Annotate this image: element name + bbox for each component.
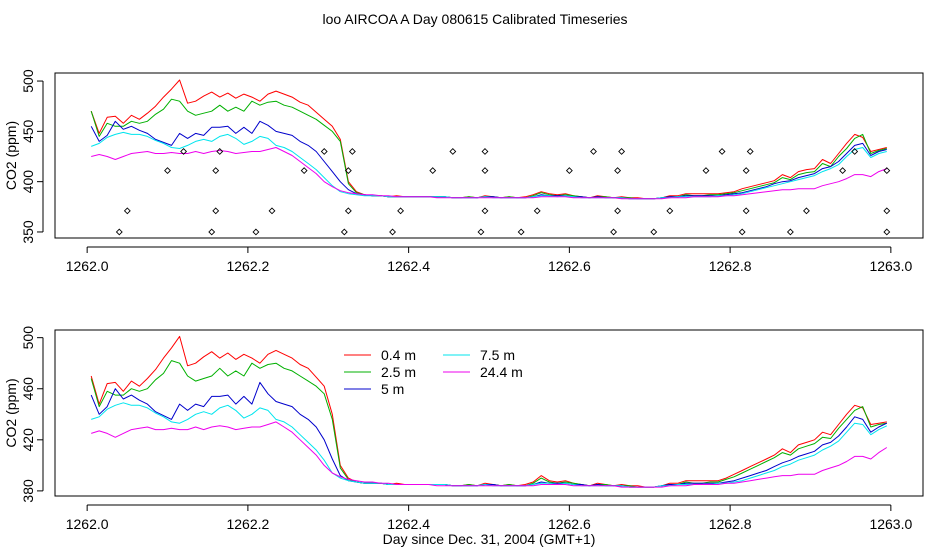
diamond-marker bbox=[618, 148, 626, 155]
diamond-marker bbox=[300, 167, 308, 175]
legend-label: 5 m bbox=[381, 381, 404, 397]
diamond-marker bbox=[481, 148, 489, 155]
diamond-marker bbox=[533, 207, 541, 215]
diamond-marker bbox=[208, 228, 216, 236]
diamond-marker bbox=[742, 207, 750, 215]
diamond-marker bbox=[115, 228, 123, 236]
diamond-marker bbox=[883, 207, 891, 215]
x-axis-label: Day since Dec. 31, 2004 (GMT+1) bbox=[383, 531, 596, 547]
x-tick-label: 1262.8 bbox=[709, 516, 752, 532]
legend-label: 2.5 m bbox=[381, 364, 416, 380]
chart-top: 1262.0 1262.2 1262.4 1262.6 1262.8 1263.0 Day … bbox=[3, 69, 924, 275]
diamond-marker bbox=[742, 167, 750, 175]
diamond-marker bbox=[565, 167, 573, 175]
diamond-marker bbox=[344, 207, 352, 215]
diamond-marker bbox=[718, 148, 726, 155]
diamond-marker bbox=[216, 148, 224, 155]
x-tick-label: 1262.0 bbox=[66, 258, 109, 274]
x-tick-label: 1262.8 bbox=[709, 258, 752, 274]
diamond-marker bbox=[517, 228, 525, 236]
diamond-marker bbox=[481, 207, 489, 215]
diamond-marker bbox=[614, 207, 622, 215]
diamond-marker bbox=[738, 228, 746, 236]
diamond-marker bbox=[268, 207, 276, 215]
x-tick-label: 1262.4 bbox=[387, 258, 430, 274]
diamond-marker bbox=[746, 148, 754, 155]
diamond-marker bbox=[320, 148, 328, 155]
plot-frame bbox=[54, 329, 924, 497]
diamond-marker bbox=[180, 148, 188, 155]
diamond-marker bbox=[803, 207, 810, 215]
x-tick-label: 1262.6 bbox=[548, 258, 591, 274]
diamond-marker bbox=[481, 167, 489, 175]
diamond-marker bbox=[340, 228, 348, 236]
diamond-marker bbox=[702, 167, 710, 175]
x-tick-label: 1263.0 bbox=[869, 258, 912, 274]
x-tick-label: 1262.2 bbox=[226, 258, 269, 274]
diamond-marker bbox=[123, 207, 131, 215]
series-line-7-5-m bbox=[91, 131, 887, 200]
series-line-0-4-m bbox=[90, 335, 887, 488]
diamond-marker bbox=[389, 228, 396, 236]
diamond-marker bbox=[397, 207, 405, 215]
diamond-marker bbox=[610, 228, 618, 236]
chart-bottom: 1262.0 1262.2 1262.4 1262.6 1262.8 1263.0 Day … bbox=[3, 326, 924, 547]
y-tick-label: 500 bbox=[20, 326, 36, 350]
series-line-5-m bbox=[90, 381, 888, 488]
diamond-marker bbox=[429, 167, 437, 175]
series-line-7-5-m bbox=[91, 402, 888, 488]
diamond-marker bbox=[786, 228, 794, 236]
chart-title: loo AIRCOA A Day 080615 Calibrated Times… bbox=[322, 11, 628, 27]
plot-frame bbox=[54, 72, 924, 239]
diamond-marker bbox=[348, 148, 356, 155]
diamond-marker bbox=[650, 228, 658, 236]
diamond-marker bbox=[851, 148, 859, 155]
x-tick-label: 1262.2 bbox=[226, 516, 269, 532]
diamond-marker bbox=[666, 207, 674, 215]
y-tick-label: 350 bbox=[20, 220, 36, 244]
diamond-marker bbox=[252, 228, 260, 236]
legend-label: 0.4 m bbox=[381, 347, 416, 363]
y-tick-label: 420 bbox=[20, 428, 36, 452]
y-tick-label: 400 bbox=[20, 170, 36, 194]
series-line-0-4-m bbox=[90, 79, 887, 200]
diamond-marker bbox=[614, 167, 622, 175]
diamond-marker bbox=[590, 148, 597, 155]
y-axis-label: CO2 (ppm) bbox=[3, 121, 19, 190]
y-tick-label: 380 bbox=[20, 479, 36, 503]
x-tick-label: 1262.0 bbox=[66, 516, 109, 532]
diamond-marker bbox=[883, 167, 891, 175]
diamond-marker bbox=[839, 167, 847, 175]
x-tick-label: 1262.6 bbox=[548, 516, 591, 532]
y-tick-label: 450 bbox=[20, 119, 36, 143]
y-tick-label: 460 bbox=[20, 377, 36, 401]
diamond-marker bbox=[477, 228, 485, 236]
x-axis-label: Day since Dec. 31, 2004 (GMT+1) bbox=[383, 273, 596, 275]
legend-label: 24.4 m bbox=[480, 364, 523, 380]
x-tick-label: 1263.0 bbox=[869, 516, 912, 532]
diamond-marker bbox=[344, 167, 352, 175]
diamond-marker bbox=[212, 167, 220, 175]
diamond-marker bbox=[164, 167, 171, 175]
x-tick-label: 1262.4 bbox=[387, 516, 430, 532]
y-axis-label: CO2 (ppm) bbox=[3, 378, 19, 447]
legend: 0.4 m2.5 m5 m 7.5 m24.4 m bbox=[344, 347, 523, 397]
series-line-24-4-m bbox=[91, 147, 887, 200]
diamond-marker bbox=[212, 207, 220, 215]
series-line-2-5-m bbox=[90, 98, 887, 200]
legend-label: 7.5 m bbox=[480, 347, 515, 363]
y-tick-label: 500 bbox=[20, 69, 36, 93]
diamond-marker bbox=[449, 148, 457, 155]
diamond-marker bbox=[883, 228, 891, 236]
series-line-24-4-m bbox=[91, 421, 888, 488]
